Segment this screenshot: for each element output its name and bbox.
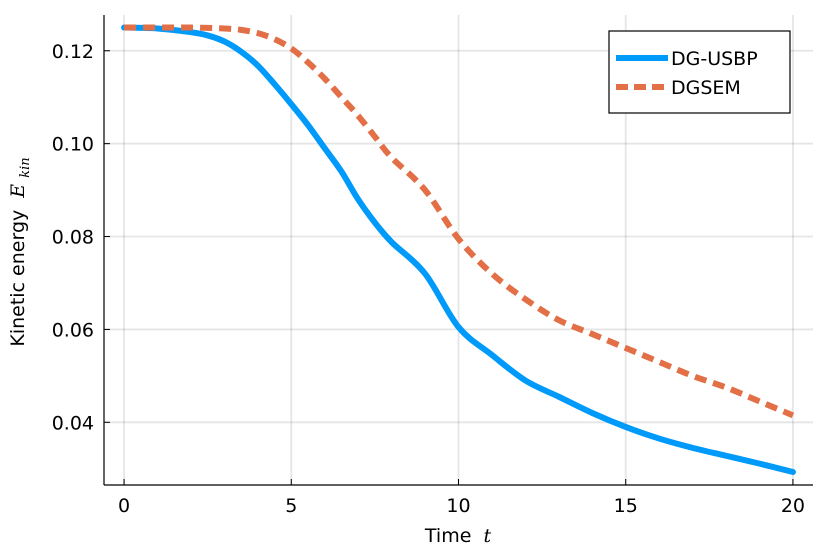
y-tick-label: 0.12	[52, 41, 94, 63]
y-tick-label: 0.06	[52, 319, 94, 341]
x-tick-label: 0	[118, 495, 130, 517]
legend-label-dgsem: DGSEM	[671, 77, 741, 99]
y-tick-label: 0.10	[52, 134, 94, 156]
series-layer	[121, 24, 796, 475]
x-tick-label: 15	[614, 495, 638, 517]
y-tick-label: 0.04	[52, 412, 94, 434]
y-tick-labels: 0.04 0.06 0.08 0.10 0.12	[52, 41, 94, 435]
y-axis-title-math: E	[7, 184, 29, 199]
x-axis-title: Time t	[424, 525, 492, 547]
y-axis-title: Kinetic energy E kin	[7, 157, 33, 346]
plot-frame	[103, 15, 813, 486]
y-tick-label: 0.08	[52, 227, 94, 249]
x-tick-label: 5	[285, 495, 297, 517]
legend: DG-USBP DGSEM	[608, 30, 791, 114]
series-line-dg-usbp	[121, 24, 796, 475]
x-tick-label: 20	[781, 495, 805, 517]
series-line-dgsem	[124, 24, 795, 419]
y-axis-title-text: Kinetic energy	[7, 210, 29, 347]
y-axis-title-math-sub: kin	[18, 157, 33, 177]
x-axis-title-math: t	[483, 525, 491, 547]
x-tick-label: 10	[446, 495, 470, 517]
legend-box	[608, 30, 791, 114]
legend-label-dg-usbp: DG-USBP	[671, 48, 758, 70]
x-tick-labels: 0 5 10 15 20	[118, 495, 805, 517]
x-axis-title-text: Time	[424, 525, 472, 547]
